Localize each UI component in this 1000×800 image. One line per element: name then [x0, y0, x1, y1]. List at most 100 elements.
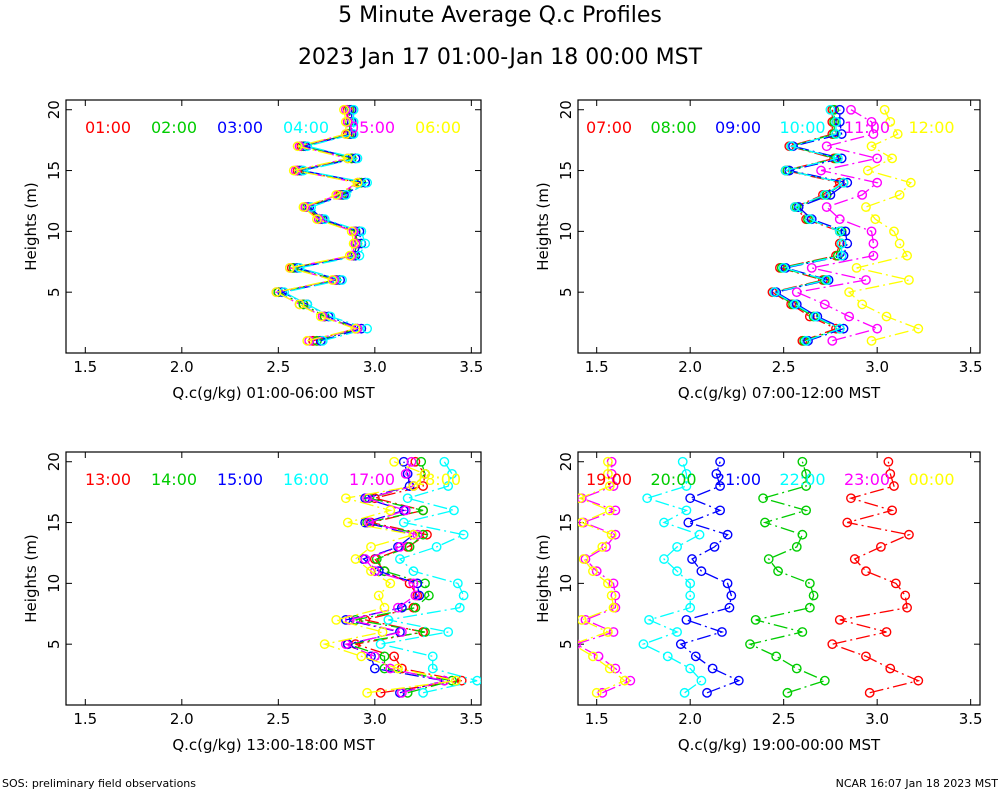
data-point — [844, 311, 855, 322]
legend-label-0400: 04:00 — [283, 118, 329, 137]
data-point — [778, 262, 789, 273]
series-group — [319, 456, 481, 698]
data-point — [840, 226, 851, 237]
data-point — [315, 311, 326, 322]
data-point — [593, 651, 604, 662]
data-point — [690, 651, 701, 662]
data-point — [454, 602, 465, 613]
data-point — [578, 493, 585, 504]
data-point — [451, 675, 461, 686]
data-point — [395, 554, 405, 564]
data-point — [385, 578, 396, 589]
data-point — [423, 590, 434, 601]
data-point — [791, 541, 802, 552]
data-point — [681, 614, 692, 625]
y-tick-label: 15 — [557, 513, 575, 532]
legend-label-1800: 18:00 — [415, 470, 461, 489]
data-point — [711, 468, 722, 479]
data-point — [890, 578, 901, 589]
data-point — [685, 493, 696, 504]
data-point — [288, 165, 299, 176]
data-point — [702, 687, 712, 698]
x-tick-label: 3.5 — [459, 358, 483, 376]
x-tick-label: 2.5 — [772, 358, 796, 376]
x-tick-label: 1.5 — [73, 358, 97, 376]
data-point — [857, 299, 868, 310]
data-point — [715, 505, 726, 516]
data-point — [913, 323, 924, 334]
x-tick-label: 1.5 — [73, 710, 97, 728]
x-axis-label: Q.c(g/kg) 19:00-00:00 MST — [678, 736, 881, 754]
data-point — [861, 275, 871, 285]
data-point — [763, 554, 774, 564]
y-tick-label: 5 — [557, 639, 575, 649]
data-point — [350, 323, 361, 334]
data-point — [379, 651, 390, 662]
data-point — [819, 299, 830, 310]
legend-label-2100: 21:00 — [715, 470, 761, 489]
legend-label-1200: 12:00 — [908, 118, 954, 137]
y-tick-label: 10 — [557, 222, 575, 241]
footer-right-note: NCAR 16:07 Jan 18 2023 MST — [835, 777, 998, 790]
data-point — [619, 675, 630, 686]
data-point — [717, 627, 727, 637]
data-point — [410, 590, 421, 601]
x-axis-label: Q.c(g/kg) 13:00-18:00 MST — [172, 736, 375, 754]
data-point — [439, 456, 450, 467]
data-point — [591, 687, 602, 698]
data-point — [861, 202, 871, 212]
y-tick-label: 10 — [45, 574, 63, 593]
data-point — [832, 153, 843, 164]
legend-label-1400: 14:00 — [151, 470, 197, 489]
legend-label-0500: 05:00 — [349, 118, 395, 137]
data-point — [452, 578, 463, 589]
legend-label-1600: 16:00 — [283, 470, 329, 489]
data-point — [801, 505, 812, 516]
x-tick-label: 2.0 — [170, 358, 194, 376]
data-point — [894, 238, 905, 249]
data-point — [842, 238, 853, 249]
data-point — [821, 202, 832, 212]
series-line-1100 — [794, 109, 880, 342]
data-point — [352, 153, 363, 164]
x-tick-label: 3.0 — [363, 358, 387, 376]
series-line-0200 — [276, 109, 364, 342]
data-point — [733, 675, 744, 686]
data-point — [362, 323, 373, 334]
data-point — [410, 456, 421, 467]
x-tick-label: 3.0 — [363, 710, 387, 728]
data-point — [789, 299, 800, 310]
data-point — [603, 468, 613, 479]
data-point — [816, 165, 826, 176]
data-point — [801, 335, 812, 346]
data-point — [861, 651, 871, 662]
data-point — [578, 614, 587, 625]
data-point — [836, 129, 847, 139]
legend-label-0300: 03:00 — [217, 118, 263, 137]
data-point — [760, 517, 770, 528]
data-point — [393, 663, 403, 674]
data-point — [412, 529, 423, 540]
data-point — [722, 578, 733, 589]
data-point — [829, 104, 840, 115]
data-point — [406, 456, 417, 467]
data-point — [395, 541, 405, 552]
data-point — [356, 651, 367, 662]
data-point — [427, 663, 438, 674]
data-point — [396, 602, 407, 613]
data-point — [836, 238, 847, 249]
data-point — [604, 663, 615, 674]
y-axis-label: Heights (m) — [22, 182, 40, 270]
data-point — [879, 104, 890, 115]
data-point — [773, 566, 783, 577]
data-point — [810, 311, 821, 322]
data-point — [603, 456, 613, 467]
data-point — [797, 529, 808, 540]
x-tick-label: 2.0 — [678, 710, 702, 728]
data-point — [271, 287, 282, 298]
data-point — [804, 602, 815, 613]
x-tick-label: 2.0 — [678, 358, 702, 376]
chart-title: 5 Minute Average Q.c Profiles — [338, 3, 662, 28]
data-point — [862, 165, 873, 176]
y-tick-label: 15 — [45, 161, 63, 180]
